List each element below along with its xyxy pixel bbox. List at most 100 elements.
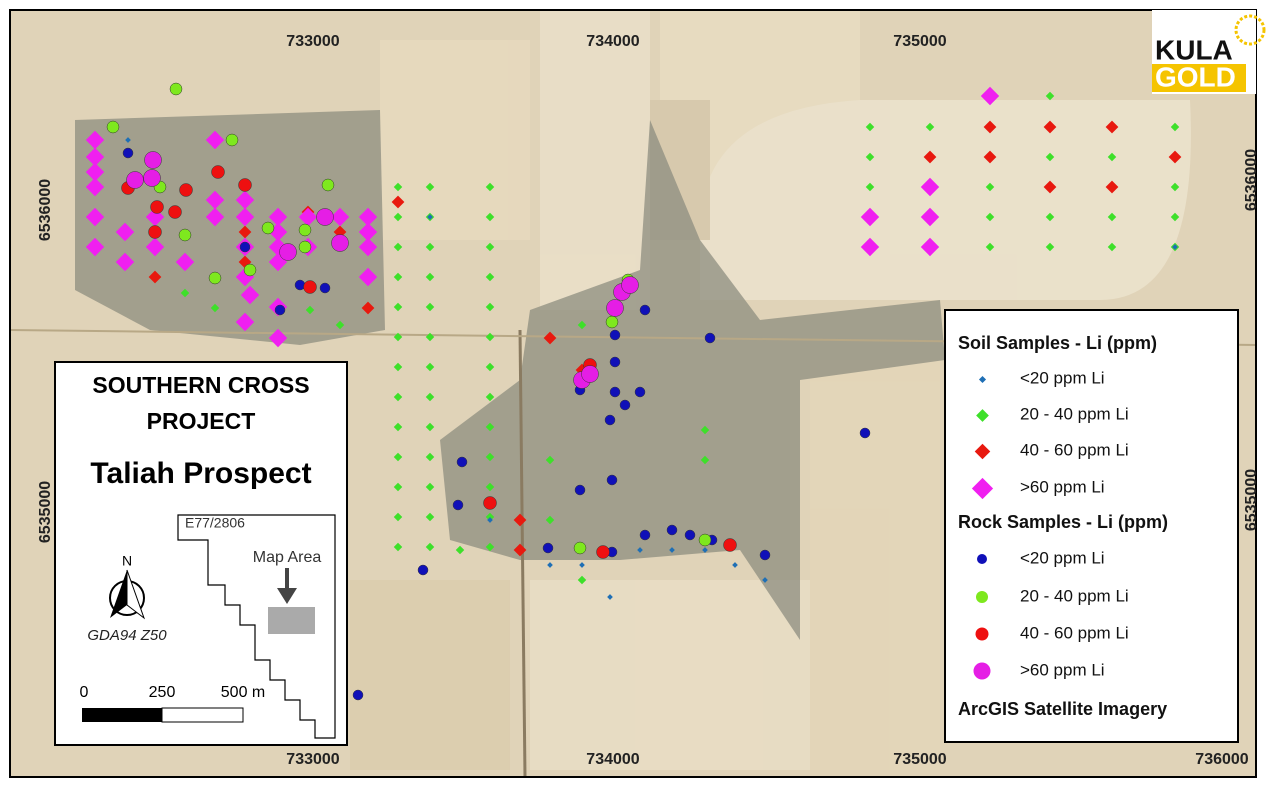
legend-heading: Rock Samples - Li (ppm) [958, 512, 1168, 532]
legend-item: >60 ppm Li [1020, 660, 1105, 679]
frame [9, 9, 1257, 778]
sample-marker [485, 242, 495, 252]
grid-label: 735000 [893, 751, 946, 768]
legend-item: 40 - 60 ppm Li [1020, 623, 1129, 642]
sample-marker [148, 270, 162, 284]
sample-markers [85, 82, 1182, 701]
sample-marker [106, 120, 120, 134]
sample-marker [393, 362, 403, 372]
sample-marker [150, 200, 164, 214]
sample-marker [634, 386, 646, 398]
sample-marker [361, 301, 375, 315]
sample-marker [225, 133, 239, 147]
sample-marker [425, 182, 435, 192]
fields [350, 10, 1191, 770]
sample-marker [573, 541, 587, 555]
sample-marker [210, 303, 220, 313]
grid-label: 733000 [286, 751, 339, 768]
legend-item: 20 - 40 ppm Li [1020, 586, 1129, 605]
sample-marker [547, 562, 553, 568]
sample-marker [425, 422, 435, 432]
grid-label: 736000 [1195, 751, 1248, 768]
sample-marker [487, 517, 493, 523]
sample-marker [425, 542, 435, 552]
sample-marker [358, 222, 378, 242]
sample-marker [358, 207, 378, 227]
sample-marker [180, 288, 190, 298]
sample-marker [669, 547, 675, 553]
sample-marker [393, 392, 403, 402]
sample-marker [425, 332, 435, 342]
sample-marker [279, 243, 297, 261]
sample-marker [261, 221, 275, 235]
sample-marker [545, 455, 555, 465]
sample-marker [393, 542, 403, 552]
sample-marker [485, 182, 495, 192]
sample-marker [393, 272, 403, 282]
title: PROJECT [147, 408, 256, 434]
sample-marker [485, 542, 495, 552]
sample-marker [545, 515, 555, 525]
map-area [268, 607, 315, 634]
sample-marker [393, 302, 403, 312]
sample-marker [393, 242, 403, 252]
sample-marker [393, 452, 403, 462]
legend-source: ArcGIS Satellite Imagery [958, 699, 1167, 719]
sample-marker [85, 162, 105, 182]
sample-marker [274, 304, 286, 316]
sample-marker [393, 332, 403, 342]
sample-marker [577, 320, 587, 330]
scale-bar [161, 707, 244, 723]
scale-label: 0 [80, 684, 89, 701]
sample-marker [704, 332, 716, 344]
legend-heading: Soil Samples - Li (ppm) [958, 333, 1157, 353]
sample-marker [268, 328, 288, 348]
sample-marker [205, 130, 225, 150]
grid-label: 6536000 [37, 179, 54, 241]
sample-marker [144, 151, 162, 169]
sample-marker [115, 222, 135, 242]
sample-marker [732, 562, 738, 568]
sample-marker [178, 228, 192, 242]
legend-item: >60 ppm Li [1020, 477, 1105, 496]
datum: GDA94 Z50 [87, 627, 167, 644]
sample-marker [485, 422, 495, 432]
sample-marker [1172, 244, 1178, 250]
sample-marker [609, 329, 621, 341]
sample-marker [268, 207, 288, 227]
legend-item: 20 - 40 ppm Li [1020, 404, 1129, 423]
sample-marker [577, 575, 587, 585]
sample-marker [684, 529, 696, 541]
sample-marker [393, 512, 403, 522]
sample-marker [723, 538, 737, 552]
sample-marker [860, 237, 880, 257]
sample-marker [335, 320, 345, 330]
sample-marker [920, 177, 940, 197]
sample-marker [143, 169, 161, 187]
sample-marker [455, 545, 465, 555]
sample-marker [303, 280, 317, 294]
sample-marker [425, 302, 435, 312]
tenement-outline [177, 514, 336, 739]
sample-marker [331, 234, 349, 252]
sample-marker [393, 422, 403, 432]
sample-marker [596, 545, 610, 559]
sample-marker [85, 177, 105, 197]
sample-marker [239, 241, 251, 253]
sample-marker [452, 499, 464, 511]
sample-marker [352, 689, 364, 701]
sample-marker [619, 399, 631, 411]
sample-marker [485, 392, 495, 402]
sample-marker [485, 452, 495, 462]
grid-label: 733000 [286, 33, 339, 50]
sample-marker [980, 86, 1000, 106]
sample-marker [298, 223, 312, 237]
legend-item: <20 ppm Li [1020, 368, 1105, 387]
north-label: N [122, 553, 132, 569]
arrow [277, 588, 297, 604]
sample-marker [702, 547, 708, 553]
sample-marker [700, 455, 710, 465]
sample-marker [859, 427, 871, 439]
sample-marker [425, 242, 435, 252]
